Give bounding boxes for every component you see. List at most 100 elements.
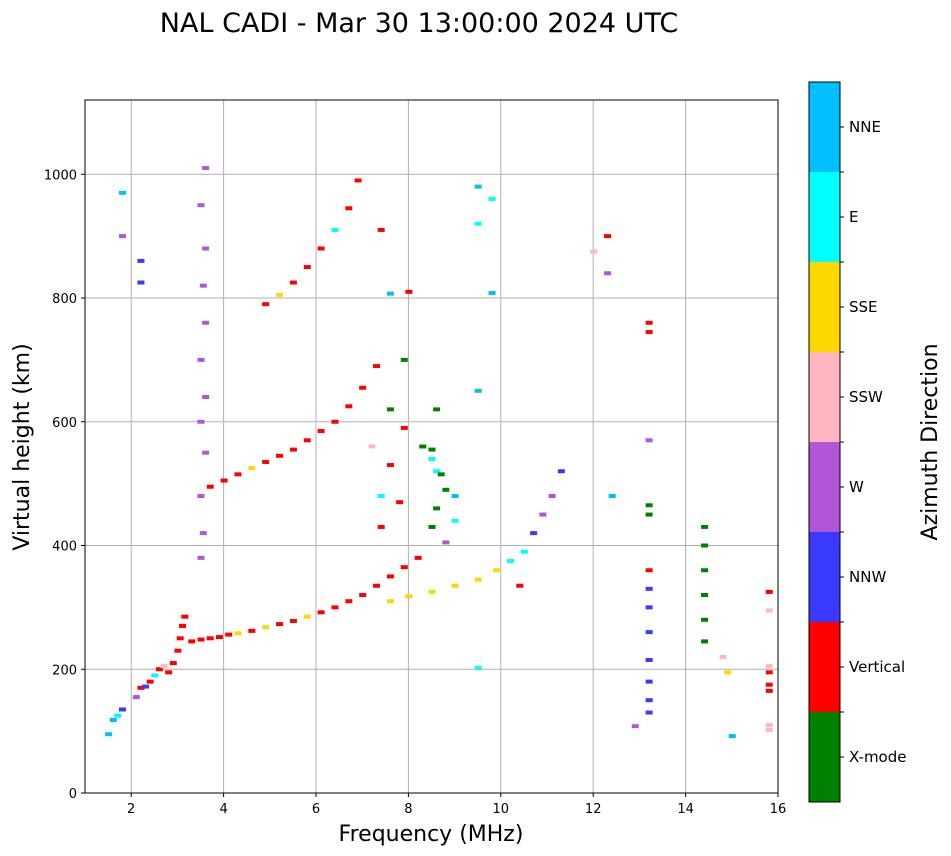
echo-point [437,472,445,477]
echo-point [262,459,270,464]
echo-point [359,593,367,597]
echo-point [262,625,270,630]
echo-point [197,357,205,362]
colorbar-label: Vertical [849,658,905,676]
echo-point [137,280,145,285]
echo-point [645,630,653,635]
echo-point [765,589,773,594]
echo-point [701,593,709,597]
echo-point [359,385,367,390]
echo-point [474,221,482,226]
echo-point [345,404,353,409]
echo-point [728,734,736,739]
echo-point [719,654,727,659]
echo-point [645,438,653,443]
y-tick-label: 600 [52,416,77,431]
echo-point [289,618,297,623]
echo-point [442,487,450,492]
echo-point [276,292,284,297]
colorbar-label: E [849,208,858,226]
echo-point [493,568,501,573]
echo-point [645,657,653,662]
echo-point [451,518,459,523]
echo-point [289,280,297,285]
echo-point [645,320,653,325]
echo-point [701,568,709,573]
echo-point [354,178,362,183]
echo-point [645,503,653,508]
echo-point [428,447,436,452]
colorbar-label: SSW [849,388,883,406]
echo-point [414,555,422,560]
echo-point [202,450,210,455]
echo-point [645,568,653,573]
echo-point [317,429,325,434]
echo-point [548,494,556,498]
echo-point [160,664,168,669]
plot-frame [84,99,779,794]
echo-point [199,283,207,288]
echo-point [386,599,394,604]
echo-point [137,685,145,690]
echo-point [488,197,496,201]
echo-point [215,635,223,640]
echo-point [179,623,187,628]
echo-point [262,302,270,307]
y-axis-ticks: 0 200 400 600 800 1000 [44,168,85,802]
echo-point [400,357,408,362]
echo-point [105,732,113,737]
colorbar: X-mode Vertical NNW W SSW SSE E NNE [809,82,906,802]
echo-point [197,203,205,208]
colorbar-label: W [849,478,864,496]
echo-point [197,637,205,642]
colorbar-swatch-ssw [809,352,840,442]
data-points [105,166,773,739]
echo-point [474,577,482,582]
echo-point [345,599,353,604]
echo-point [765,670,773,675]
colorbar-title: Azimuth Direction [918,343,943,540]
echo-point [377,524,385,529]
echo-point [386,463,394,468]
echo-point [206,636,214,641]
x-tick-label: 16 [770,802,787,817]
echo-point [765,727,773,732]
echo-point [331,227,339,232]
x-axis-ticks: 2 4 6 8 10 12 14 16 [127,793,786,817]
echo-point [118,234,126,239]
echo-point [118,707,126,712]
colorbar-frame [808,81,841,803]
echo-point [202,166,210,171]
echo-point [428,524,436,529]
y-axis-label: Virtual height (km) [10,343,35,550]
echo-point [234,472,242,477]
echo-point [317,246,325,251]
echo-point [303,265,311,270]
colorbar-swatch-w [809,442,840,532]
echo-point [433,469,441,474]
y-tick-label: 800 [52,292,77,307]
plot-background [85,100,778,793]
echo-point [303,438,311,443]
colorbar-swatch-vertical [809,622,840,712]
echo-point [202,395,210,399]
echo-point [724,670,732,675]
echo-point [345,206,353,211]
echo-point [377,227,385,232]
echo-point [248,466,256,471]
echo-point [400,425,408,430]
echo-point [331,419,339,424]
echo-point [188,639,196,644]
echo-point [590,249,598,254]
echo-point [645,679,653,684]
echo-point [474,184,482,189]
plot-area: 2 4 6 8 10 12 14 16 0 200 400 600 800 1000 [44,99,786,817]
echo-point [202,320,210,325]
colorbar-swatch-nne [809,82,840,172]
echo-point [114,713,122,718]
echo-point [386,574,394,579]
echo-point [181,614,189,619]
echo-point [220,478,228,483]
echo-point [132,695,140,700]
colorbar-label: NNW [849,568,886,586]
